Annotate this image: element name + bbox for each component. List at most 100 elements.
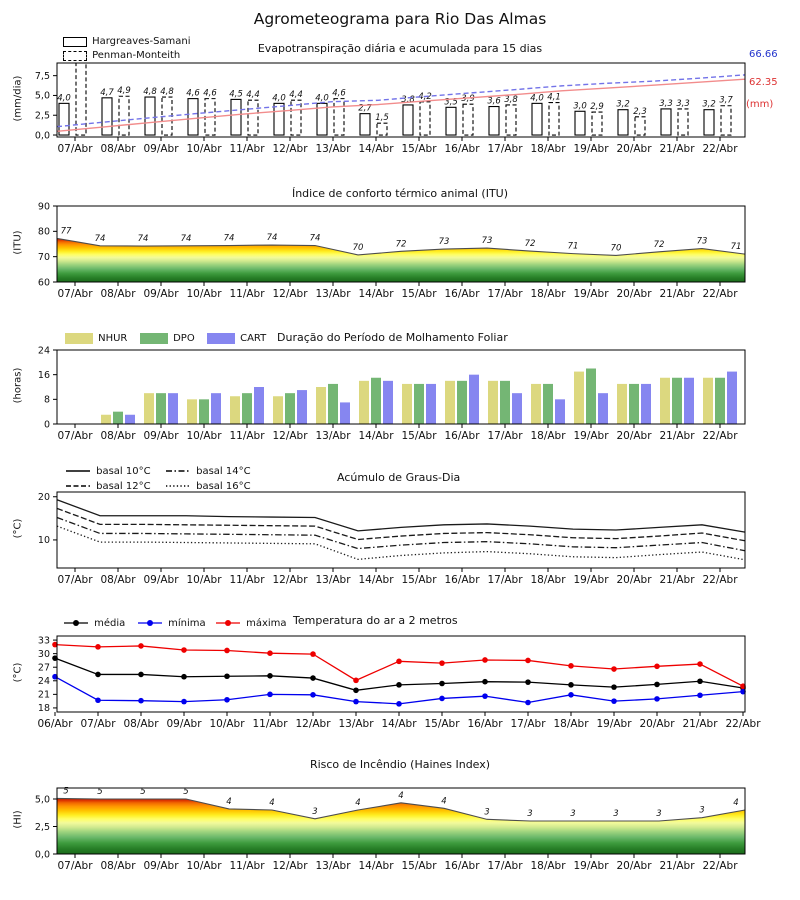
legend-label: basal 14°C [196,466,251,477]
bar-NHUR [617,383,627,424]
accumulated-unit-label: (mm) [746,99,774,110]
bar-DPO [371,377,381,424]
bar-Penman-Monteith [419,101,431,136]
bar-NHUR [187,399,197,424]
bar-NHUR [101,414,111,424]
point-value-label: 4 [398,791,403,801]
area-top-line [56,237,746,256]
dpm-panel-title: Duração do Período de Molhamento Foliar [277,331,508,344]
x-tick-label: 13/Abr [315,574,351,586]
bar-value-label: 2,9 [590,102,604,112]
x-tick-label: 14/Abr [358,430,394,442]
x-tick-label: 09/Abr [143,288,179,300]
x-tick-label: 22/Abr [702,860,738,872]
data-point-média [568,682,574,688]
bar-Hargreaves-Samani [574,110,586,136]
plot-border [56,62,746,138]
y-tick-label: 0 [44,419,50,430]
bar-Penman-Monteith [118,95,130,136]
data-point-mínima [568,692,574,698]
x-tick-label: 10/Abr [186,860,222,872]
point-value-label: 5 [140,787,145,797]
nhur-swatch-icon [65,333,93,344]
point-value-label: 74 [224,234,235,244]
data-point-média [353,687,359,694]
bar-CART [598,393,608,424]
x-tick-label: 15/Abr [401,288,437,300]
y-tick-label: 2,5 [35,111,50,122]
bar-CART [641,383,651,424]
bar-value-label: 3,7 [719,96,733,106]
bar-Hargreaves-Samani [273,102,285,136]
y-tick-label: 18 [38,703,50,714]
x-tick-label: 19/Abr [573,143,609,155]
y-tick-label: 27 [38,663,50,674]
bar-DPO [457,380,467,424]
chart-air-temperature: 18 21 24 27 30 33 06/Abr 07/Abr 08/Abr 09/Abr 10/A… [37,635,761,730]
point-value-label: 5 [63,786,68,796]
y-tick-label: 2,5 [35,822,50,833]
bar-value-label: 4,0 [57,93,71,103]
point-value-label: 5 [97,787,102,797]
bar-CART [168,393,178,424]
data-point-máxima [224,647,230,654]
bar-value-label: 4,4 [289,90,303,100]
data-point-média [439,680,445,687]
x-tick-label: 15/Abr [401,860,437,872]
x-tick-label: 20/Abr [639,718,675,730]
x-tick-label: 16/Abr [444,574,480,586]
x-tick-label: 22/Abr [702,288,738,300]
bar-CART [125,414,135,424]
accumulated-line-penman [57,74,745,128]
x-tick-label: 16/Abr [444,860,480,872]
bar-Hargreaves-Samani [187,98,199,136]
data-point-máxima [654,663,660,670]
bar-DPO [328,383,338,424]
legend-label: máxima [246,618,287,629]
point-value-label: 73 [439,237,450,247]
bar-NHUR [703,377,713,424]
point-value-label: 4 [733,798,738,808]
temp-legend-maxima: máxima [215,613,287,632]
data-point-mínima [95,697,101,704]
x-tick-label: 22/Abr [702,574,738,586]
x-tick-label: 07/Abr [57,574,93,586]
bar-CART [254,387,264,424]
point-value-label: 74 [138,234,149,244]
point-value-label: 74 [267,233,278,243]
x-tick-label: 13/Abr [315,143,351,155]
x-tick-label: 15/Abr [424,718,460,730]
x-tick-label: 17/Abr [487,860,523,872]
x-tick-label: 13/Abr [315,860,351,872]
penman-accumulated-total: 66.66 [749,49,778,60]
x-tick-label: 19/Abr [596,718,632,730]
bar-Penman-Monteith [247,99,259,136]
bar-Hargreaves-Samani [144,96,156,136]
legend-label: Hargreaves-Samani [92,36,191,47]
bar-CART [211,393,221,424]
hargreaves-accumulated-total: 62.35 [749,77,778,88]
et-y-axis-label: (mm/dia) [12,75,24,122]
bar-CART [727,371,737,424]
x-tick-label: 21/Abr [659,430,695,442]
data-point-máxima [52,641,58,648]
legend-label: basal 12°C [96,481,151,492]
data-point-mínima [224,696,230,703]
y-tick-label: 5,0 [35,91,50,102]
gd-legend-basal10: basal 10°C [65,461,151,480]
y-tick-label: 0,0 [35,130,50,141]
bar-value-label: 2,3 [633,107,647,117]
series-line-basal 12°C [56,507,746,542]
data-point-máxima [740,683,746,690]
y-tick-label: 20 [38,492,50,503]
data-point-máxima [396,658,402,665]
bar-Hargreaves-Samani [402,104,414,136]
area-fill [57,238,745,282]
basal16-line-swatch-icon [166,485,190,487]
fire-panel-title: Risco de Incêndio (Haines Index) [309,758,491,771]
temp-panel-title: Temperatura do ar a 2 metros [293,614,458,627]
data-point-média [310,675,316,681]
x-tick-label: 10/Abr [209,718,245,730]
bar-DPO [672,377,682,424]
